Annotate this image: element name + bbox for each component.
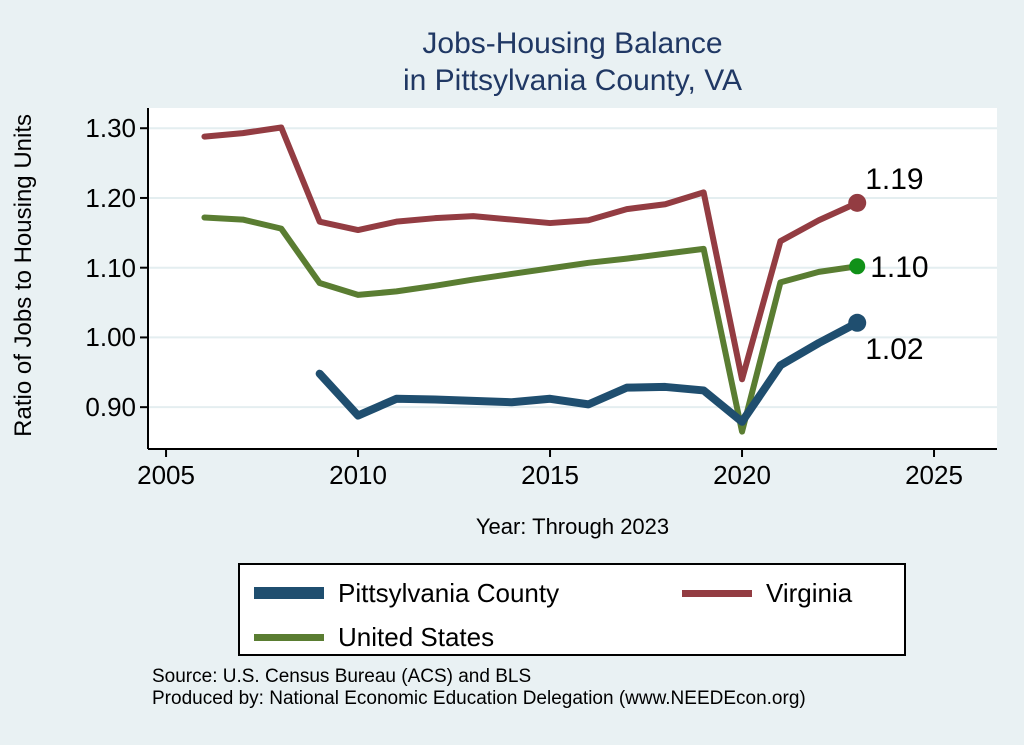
y-tick-label: 1.10 <box>85 252 136 283</box>
end-value-label: 1.19 <box>865 162 924 196</box>
y-tick-label: 0.90 <box>85 392 136 423</box>
legend-item-virginia: Virginia <box>682 575 852 611</box>
produced-by-line: Produced by: National Economic Education… <box>152 688 806 709</box>
legend-label-pittsylvania-county: Pittsylvania County <box>338 577 560 608</box>
x-tick-label: 2020 <box>713 460 771 490</box>
x-tick-label: 2010 <box>329 460 387 490</box>
end-dot-united-states <box>849 258 866 275</box>
series-line-virginia <box>201 124 861 383</box>
plot-area <box>148 108 997 449</box>
x-axis-title: Year: Through 2023 <box>475 514 670 539</box>
y-tick-label: 1.00 <box>85 322 136 353</box>
legend-label-united-states: United States <box>338 621 495 652</box>
end-value-label: 1.02 <box>865 332 924 366</box>
x-tick-label: 2015 <box>521 460 579 490</box>
end-value-label: 1.10 <box>870 251 929 285</box>
united-states-line-swatch <box>254 633 324 641</box>
source-note: Source: U.S. Census Bureau (ACS) and BLS… <box>152 666 806 710</box>
x-tick-label: 2005 <box>137 460 195 490</box>
virginia-line-swatch <box>682 589 752 597</box>
legend: Pittsylvania County Virginia United Stat… <box>238 563 906 656</box>
legend-item-pittsylvania-county: Pittsylvania County <box>254 575 559 611</box>
chart-title-line1: Jobs-Housing Balance <box>422 27 723 60</box>
x-tick-label: 2025 <box>905 460 963 490</box>
chart-title: Jobs-Housing Balance in Pittsylvania Cou… <box>148 25 997 99</box>
end-dot-pittsylvania-county <box>848 313 867 332</box>
end-dot-virginia <box>848 193 867 212</box>
legend-item-united-states: United States <box>254 619 494 655</box>
y-tick-label: 1.20 <box>85 182 136 213</box>
chart-title-line2: in Pittsylvania County, VA <box>402 64 743 97</box>
series-line-pittsylvania-county <box>315 318 862 426</box>
y-tick-label: 1.30 <box>85 113 136 144</box>
legend-label-virginia: Virginia <box>766 577 853 608</box>
source-line: Source: U.S. Census Bureau (ACS) and BLS <box>152 666 532 687</box>
pittsylvania-county-line-swatch <box>254 587 324 599</box>
